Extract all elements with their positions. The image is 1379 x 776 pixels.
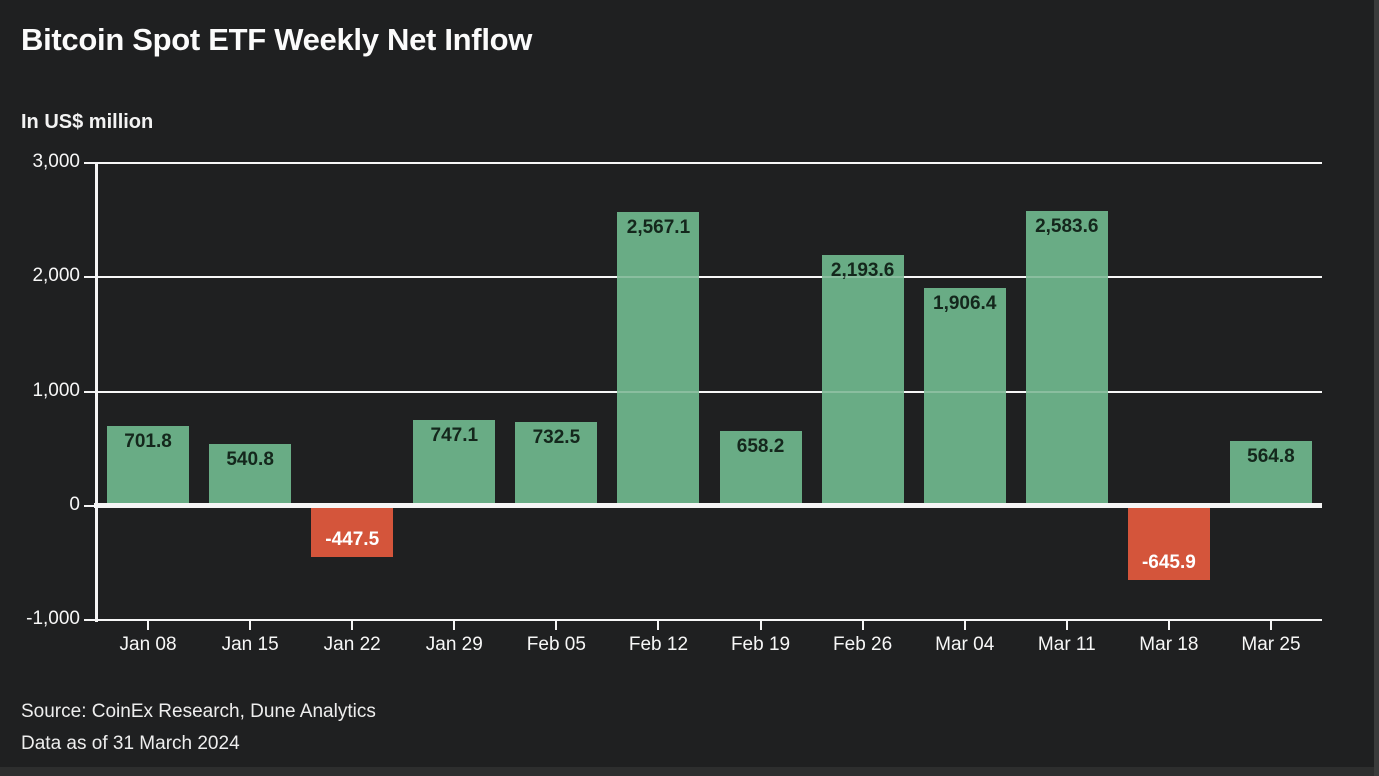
gridline-overlay	[97, 390, 1322, 393]
chart-footer: Source: CoinEx Research, Dune Analytics …	[21, 696, 376, 760]
x-tick-label: Jan 15	[221, 634, 279, 655]
gridline	[97, 390, 1322, 393]
bar: 564.8	[1229, 441, 1312, 506]
bar: 701.8	[107, 425, 190, 506]
bar-value-label: 564.8	[1247, 446, 1295, 468]
bar: 658.2	[719, 430, 802, 506]
x-tick-label: Mar 18	[1139, 634, 1199, 655]
x-tick-mark	[657, 621, 660, 630]
bar: 2,583.6	[1025, 210, 1108, 506]
source-line: Source: CoinEx Research, Dune Analytics	[21, 701, 376, 722]
zero-line	[94, 503, 1322, 509]
gridline	[97, 276, 1322, 279]
x-tick-label: Feb 26	[833, 634, 893, 655]
x-tick-mark	[555, 621, 558, 630]
bar-value-label: 701.8	[124, 430, 172, 452]
bar: -645.9	[1127, 505, 1210, 580]
y-tick-label: 1,000	[32, 379, 80, 401]
bar-value-label: 732.5	[532, 427, 581, 449]
x-tick-label: Mar 25	[1241, 634, 1301, 655]
bar-value-label: 747.1	[430, 425, 479, 447]
y-tick-mark	[84, 276, 97, 279]
y-tick-mark	[84, 390, 97, 393]
x-tick-mark	[759, 621, 762, 630]
x-tick-label: Jan 22	[323, 634, 381, 655]
bar-value-label: 2,567.1	[626, 217, 691, 239]
x-tick-label: Jan 08	[119, 634, 177, 655]
gridline-overlay	[97, 619, 1322, 621]
y-tick-mark	[84, 162, 97, 164]
bar-value-label: 2,193.6	[830, 260, 895, 282]
bar: 2,193.6	[821, 255, 904, 506]
x-tick-mark	[861, 621, 864, 630]
x-tick-mark	[351, 621, 354, 630]
x-tick-label: Feb 12	[628, 634, 689, 655]
y-tick-mark	[84, 619, 97, 621]
y-tick-label: 3,000	[32, 151, 80, 172]
right-edge-strip	[1374, 0, 1379, 776]
plot-area: 701.8 540.8 -447.5 747.1 732.5 2,567.1 658.2 2,…	[94, 162, 1322, 622]
y-tick-mark	[84, 504, 97, 507]
bar: -447.5	[311, 505, 394, 557]
bar-value-label: 658.2	[736, 435, 785, 457]
bar-value-label: -447.5	[325, 528, 380, 550]
x-tick-mark	[1167, 621, 1170, 630]
bar-value-label: -645.9	[1141, 551, 1196, 573]
y-axis-line	[95, 162, 98, 622]
x-tick-mark	[963, 621, 966, 630]
bar: 2,567.1	[617, 212, 700, 506]
x-tick-label: Jan 29	[425, 634, 483, 655]
page-title: Bitcoin Spot ETF Weekly Net Inflow	[21, 22, 533, 57]
bar: 747.1	[413, 420, 496, 506]
bar: 540.8	[209, 443, 292, 506]
gridline-overlay	[97, 276, 1322, 279]
bar-value-label: 1,906.4	[933, 292, 997, 314]
x-tick-mark	[147, 621, 150, 630]
y-tick-label: 2,000	[32, 265, 80, 287]
gridline	[97, 162, 1322, 164]
bar: 732.5	[515, 422, 598, 506]
x-tick-mark	[1269, 621, 1272, 630]
gridline	[97, 619, 1322, 621]
y-tick-label: -1,000	[26, 608, 80, 629]
gridline-overlay	[97, 162, 1322, 164]
bar-value-label: 2,583.6	[1035, 215, 1099, 237]
chart-subtitle: In US$ million	[21, 111, 154, 133]
x-tick-label: Mar 04	[935, 634, 995, 655]
bottom-edge-strip	[0, 767, 1379, 776]
x-tick-label: Feb 05	[526, 634, 586, 655]
x-tick-mark	[453, 621, 456, 630]
bar: 1,906.4	[923, 287, 1006, 506]
y-tick-label: 0	[69, 493, 80, 515]
x-tick-mark	[1065, 621, 1068, 630]
data-as-of-line: Data as of 31 March 2024	[21, 733, 240, 754]
x-tick-mark	[249, 621, 252, 630]
bar-value-label: 540.8	[226, 448, 274, 470]
x-tick-label: Feb 19	[730, 634, 791, 655]
x-tick-label: Mar 11	[1037, 634, 1096, 655]
